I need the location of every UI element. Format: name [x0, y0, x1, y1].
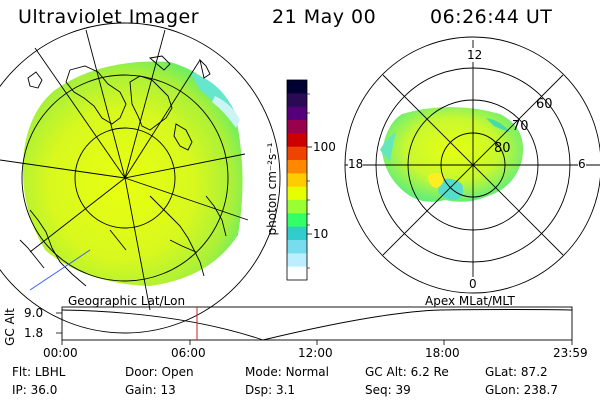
timeline-x-tick-1200: 12:00	[298, 346, 333, 360]
footer-mode: Mode: Normal	[245, 365, 329, 379]
footer-glat: GLat: 87.2	[485, 365, 548, 379]
timeline-x-tick-0600: 06:00	[171, 346, 206, 360]
mlat-label-70: 70	[512, 119, 529, 134]
colorbar-swatch	[287, 173, 307, 188]
timeline-x-tick-1800: 18:00	[425, 346, 460, 360]
footer-gain: Gain: 13	[125, 383, 176, 397]
colorbar	[286, 79, 312, 281]
colorbar-swatch	[287, 120, 307, 134]
geo-latlon-label: Geographic Lat/Lon	[68, 294, 186, 308]
geographic-image	[0, 22, 281, 334]
mlat-label-80: 80	[494, 141, 511, 156]
mlt-label-right: 6	[578, 157, 586, 171]
time-label: 06:26:44 UT	[430, 6, 553, 28]
mlt-polar-plot	[344, 36, 600, 294]
colorbar-swatch	[287, 146, 307, 161]
colorbar-swatch	[287, 213, 307, 228]
footer-gc-alt: GC Alt: 6.2 Re	[365, 365, 449, 379]
apex-mlat-mlt-label: Apex MLat/MLT	[425, 294, 515, 308]
date-label: 21 May 00	[272, 6, 377, 28]
colorbar-swatch	[287, 266, 307, 281]
timeline-plot	[56, 306, 573, 345]
colorbar-swatch	[287, 253, 307, 268]
mlt-label-left: 18	[348, 157, 364, 171]
colorbar-swatch	[287, 80, 307, 94]
timeline-y-top: 9.0	[24, 306, 44, 320]
colorbar-swatch	[287, 240, 307, 254]
footer-ip: IP: 36.0	[12, 383, 58, 397]
timeline-x-tick-0000: 00:00	[43, 346, 78, 360]
colorbar-swatch	[287, 106, 307, 121]
timeline-x-tick-2359: 23:59	[553, 346, 588, 360]
geo-grid	[0, 22, 281, 334]
colorbar-swatch	[287, 200, 307, 214]
footer-seq: Seq: 39	[365, 383, 411, 397]
colorbar-swatch	[287, 160, 307, 174]
mlt-label-bottom: 0	[469, 277, 477, 291]
instrument-title: Ultraviolet Imager	[18, 6, 200, 28]
mlt-label-top: 12	[467, 48, 483, 62]
colorbar-tick-100: 100	[313, 140, 336, 154]
timeline-axis-title: GC Alt	[3, 308, 17, 346]
footer-dsp: Dsp: 3.1	[245, 383, 296, 397]
colorbar-unit: photon cm⁻²s⁻¹	[265, 142, 279, 236]
footer-glon: GLon: 238.7	[485, 383, 558, 397]
colorbar-swatch	[287, 186, 307, 201]
colorbar-swatch	[287, 93, 307, 108]
mlat-label-60: 60	[536, 97, 553, 112]
footer-flt: Flt: LBHL	[12, 365, 66, 379]
footer-door: Door: Open	[125, 365, 194, 379]
colorbar-tick-10: 10	[313, 227, 329, 241]
timeline-y-bottom: 1.8	[24, 326, 44, 340]
colorbar-swatch	[287, 133, 307, 148]
colorbar-swatch	[287, 226, 307, 241]
